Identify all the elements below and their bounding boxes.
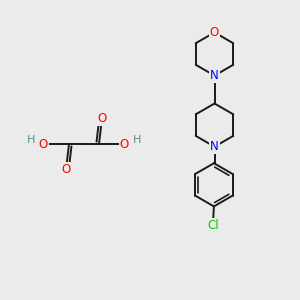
Text: N: N	[210, 69, 219, 82]
Text: Cl: Cl	[207, 219, 218, 232]
Text: H: H	[27, 135, 35, 146]
Text: N: N	[210, 140, 219, 153]
Text: O: O	[210, 26, 219, 39]
Text: O: O	[120, 137, 129, 151]
Text: O: O	[98, 112, 106, 125]
Text: O: O	[61, 163, 70, 176]
Text: O: O	[39, 137, 48, 151]
Text: H: H	[133, 135, 141, 146]
